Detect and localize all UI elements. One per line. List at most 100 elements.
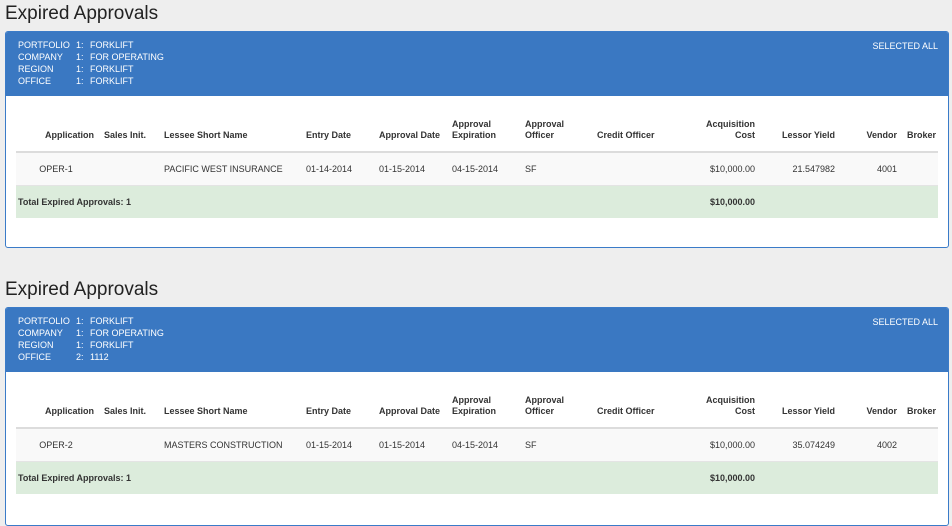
col-approval-officer: Approval Officer bbox=[523, 372, 595, 428]
criteria-num: 1: bbox=[76, 316, 84, 326]
criteria-row-company: COMPANY 1: FOR OPERATING bbox=[18, 327, 164, 339]
criteria-label: PORTFOLIO bbox=[18, 40, 70, 50]
cell-entry-date: 01-14-2014 bbox=[306, 163, 353, 174]
criteria-label: COMPANY bbox=[18, 328, 63, 338]
cell-vendor: 4001 bbox=[876, 163, 897, 174]
col-credit-officer: Credit Officer bbox=[597, 406, 655, 416]
criteria-value: FORKLIFT bbox=[90, 40, 134, 50]
col-entry-date: Entry Date bbox=[306, 130, 352, 140]
report-panel-1: PORTFOLIO 1: FORKLIFT COMPANY 1: FOR OPERATI… bbox=[5, 31, 949, 248]
total-empty bbox=[757, 185, 938, 218]
cell-approval-officer: SF bbox=[525, 439, 537, 450]
criteria-value: FOR OPERATING bbox=[90, 328, 164, 338]
criteria-row-portfolio: PORTFOLIO 1: FORKLIFT bbox=[18, 39, 164, 51]
approvals-table: Application Sales Init. Lessee Short Nam… bbox=[16, 372, 938, 494]
total-cost: $10,000.00 bbox=[709, 196, 755, 207]
table-header-row: Application Sales Init. Lessee Short Nam… bbox=[16, 96, 938, 152]
criteria-label: PORTFOLIO bbox=[18, 316, 70, 326]
cell-entry-date: 01-15-2014 bbox=[306, 439, 353, 450]
col-label-line: Officer bbox=[525, 130, 555, 140]
cell-approval-expiration: 04-15-2014 bbox=[452, 439, 499, 450]
total-row: Total Expired Approvals: 1 $10,000.00 bbox=[16, 185, 938, 218]
report-title: Expired Approvals bbox=[5, 3, 159, 24]
criteria-list: PORTFOLIO 1: FORKLIFT COMPANY 1: FOR OPERATI… bbox=[18, 39, 164, 87]
col-approval-date: Approval Date bbox=[379, 406, 441, 416]
criteria-row-region: REGION 1: FORKLIFT bbox=[18, 339, 164, 351]
cell-application: OPER-1 bbox=[39, 163, 73, 174]
total-label: Total Expired Approvals: 1 bbox=[18, 196, 132, 207]
criteria-value: FOR OPERATING bbox=[90, 52, 164, 62]
col-broker: Broker bbox=[906, 130, 936, 140]
cell-approval-date: 01-15-2014 bbox=[379, 439, 426, 450]
criteria-value: FORKLIFT bbox=[90, 76, 134, 86]
col-credit-officer: Credit Officer bbox=[597, 130, 655, 140]
criteria-list: PORTFOLIO 1: FORKLIFT COMPANY 1: FOR OPERATI… bbox=[18, 315, 164, 363]
col-approval-date: Approval Date bbox=[379, 130, 441, 140]
col-label-line: Cost bbox=[735, 130, 755, 140]
cell-lessee: PACIFIC WEST INSURANCE bbox=[164, 163, 283, 174]
col-vendor: Vendor bbox=[866, 130, 897, 140]
col-label-line: Acquisition bbox=[706, 119, 755, 129]
cell-credit-officer bbox=[595, 428, 685, 461]
criteria-value: 1112 bbox=[90, 352, 109, 362]
col-approval-officer: Approval Officer bbox=[523, 96, 595, 152]
criteria-label: OFFICE bbox=[18, 352, 51, 362]
cell-vendor: 4002 bbox=[876, 439, 897, 450]
criteria-label: REGION bbox=[18, 340, 54, 350]
criteria-row-office: OFFICE 2: 1112 bbox=[18, 351, 164, 363]
criteria-num: 1: bbox=[76, 328, 84, 338]
criteria-row-office: OFFICE 1: FORKLIFT bbox=[18, 75, 164, 87]
cell-lessor-yield: 21.547982 bbox=[792, 163, 835, 174]
table-row[interactable]: OPER-1 PACIFIC WEST INSURANCE 01-14-2014… bbox=[16, 152, 938, 185]
total-cost: $10,000.00 bbox=[709, 472, 755, 483]
col-lessor-yield: Lessor Yield bbox=[781, 406, 835, 416]
approvals-table: Application Sales Init. Lessee Short Nam… bbox=[16, 96, 938, 218]
col-label-line: Approval bbox=[525, 119, 565, 129]
total-label: Total Expired Approvals: 1 bbox=[18, 472, 132, 483]
criteria-label: COMPANY bbox=[18, 52, 63, 62]
cell-credit-officer bbox=[595, 152, 685, 185]
col-entry-date: Entry Date bbox=[306, 406, 352, 416]
table-header-row: Application Sales Init. Lessee Short Nam… bbox=[16, 372, 938, 428]
col-approval-expiration: Approval Expiration bbox=[450, 96, 523, 152]
col-vendor: Vendor bbox=[866, 406, 897, 416]
selected-all-label: SELECTED ALL bbox=[872, 317, 938, 327]
col-acq-cost: Acquisition Cost bbox=[685, 96, 757, 152]
col-sales-init: Sales Init. bbox=[103, 130, 147, 140]
col-label-line: Acquisition bbox=[706, 395, 755, 405]
criteria-header: PORTFOLIO 1: FORKLIFT COMPANY 1: FOR OPERATI… bbox=[6, 308, 948, 372]
total-row: Total Expired Approvals: 1 $10,000.00 bbox=[16, 461, 938, 494]
cell-acq-cost: $10,000.00 bbox=[709, 163, 755, 174]
cell-lessee: MASTERS CONSTRUCTION bbox=[164, 439, 283, 450]
criteria-value: FORKLIFT bbox=[90, 64, 134, 74]
col-label-line: Cost bbox=[735, 406, 755, 416]
criteria-num: 1: bbox=[76, 64, 84, 74]
cell-approval-expiration: 04-15-2014 bbox=[452, 163, 499, 174]
criteria-row-company: COMPANY 1: FOR OPERATING bbox=[18, 51, 164, 63]
total-empty bbox=[757, 461, 938, 494]
col-acq-cost: Acquisition Cost bbox=[685, 372, 757, 428]
table-row[interactable]: OPER-2 MASTERS CONSTRUCTION 01-15-2014 0… bbox=[16, 428, 938, 461]
col-label-line: Expiration bbox=[452, 406, 497, 416]
criteria-num: 1: bbox=[76, 76, 84, 86]
col-sales-init: Sales Init. bbox=[103, 406, 147, 416]
criteria-value: FORKLIFT bbox=[90, 340, 134, 350]
cell-sales-init bbox=[96, 152, 154, 185]
report-title: Expired Approvals bbox=[5, 279, 159, 300]
criteria-num: 1: bbox=[76, 340, 84, 350]
criteria-num: 2: bbox=[76, 352, 84, 362]
cell-application: OPER-2 bbox=[39, 439, 73, 450]
criteria-row-portfolio: PORTFOLIO 1: FORKLIFT bbox=[18, 315, 164, 327]
criteria-label: REGION bbox=[18, 64, 54, 74]
col-label-line: Approval bbox=[525, 395, 565, 405]
cell-broker bbox=[899, 152, 938, 185]
col-lessor-yield: Lessor Yield bbox=[781, 130, 835, 140]
col-broker: Broker bbox=[906, 406, 936, 416]
col-lessee: Lessee Short Name bbox=[164, 130, 248, 140]
col-application: Application bbox=[45, 130, 94, 140]
cell-acq-cost: $10,000.00 bbox=[709, 439, 755, 450]
cell-approval-officer: SF bbox=[525, 163, 537, 174]
criteria-header: PORTFOLIO 1: FORKLIFT COMPANY 1: FOR OPERATI… bbox=[6, 32, 948, 96]
cell-lessor-yield: 35.074249 bbox=[792, 439, 835, 450]
col-label-line: Approval bbox=[452, 119, 492, 129]
